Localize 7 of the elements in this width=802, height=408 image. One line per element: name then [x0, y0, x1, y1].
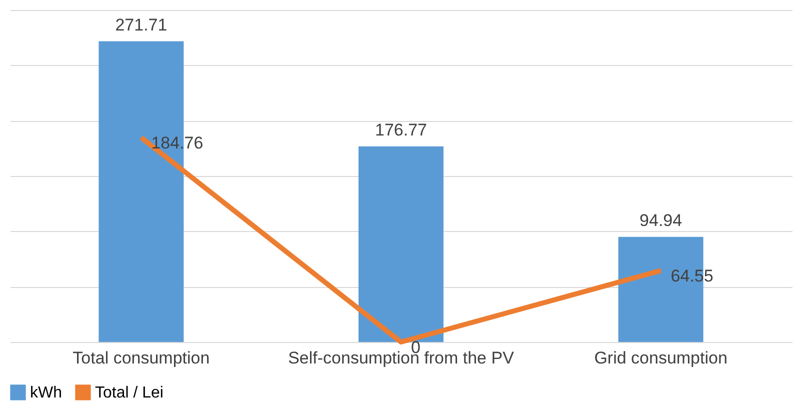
data-label: 94.94: [640, 210, 682, 230]
legend-label: Total / Lei: [95, 384, 164, 402]
x-tick-label: Grid consumption: [594, 348, 728, 368]
data-label: 176.77: [375, 120, 427, 140]
legend-label: kWh: [30, 384, 62, 402]
data-label: 271.71: [115, 15, 168, 34]
x-tick-label: Total consumption: [72, 348, 210, 368]
